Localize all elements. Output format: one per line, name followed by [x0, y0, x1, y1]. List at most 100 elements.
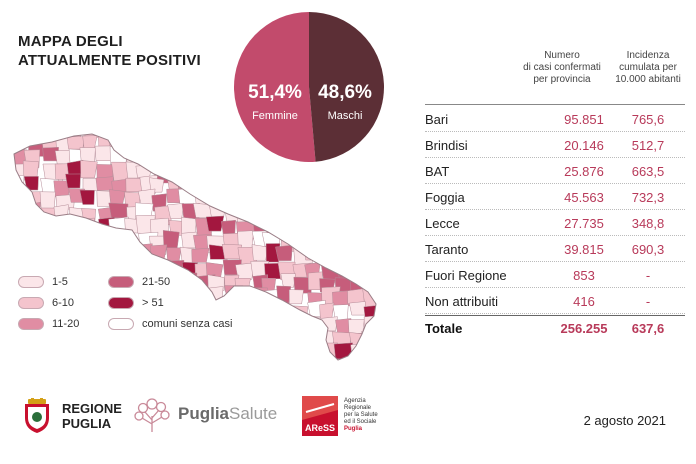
municipality-cell: [191, 134, 209, 150]
table-row: Brindisi 20.146 512,7: [425, 133, 685, 158]
province-name: Non attribuiti: [425, 293, 498, 309]
municipality-cell: [379, 293, 382, 308]
municipality-cell: [334, 179, 352, 194]
municipality-cell: [372, 342, 376, 359]
table-row: Lecce 27.735 348,8: [425, 211, 685, 236]
municipality-cell: [181, 146, 197, 166]
municipality-cell: [177, 359, 194, 360]
municipality-cell: [55, 244, 73, 260]
province-cases: 95.851: [564, 111, 604, 127]
tree-icon: [134, 398, 170, 432]
municipality-cell: [165, 166, 185, 180]
municipality-cell: [332, 187, 348, 203]
municipality-cell: [275, 244, 293, 261]
municipality-cell: [331, 217, 352, 235]
municipality-cell: [248, 208, 269, 225]
legend-swatch: [18, 318, 44, 330]
province-cases: 25.876: [564, 163, 604, 179]
municipality-cell: [51, 217, 73, 237]
municipality-cell: [28, 246, 46, 264]
municipality-cell: [292, 205, 310, 222]
legend-item-1-5: 1-5: [18, 276, 68, 288]
municipality-cell: [82, 249, 99, 268]
male-label: Maschi: [328, 110, 363, 122]
municipality-cell: [276, 317, 296, 334]
municipality-cell: [275, 304, 290, 318]
municipality-cell: [152, 139, 173, 153]
municipality-cell: [109, 247, 129, 262]
municipality-cell: [222, 361, 236, 365]
municipality-cell: [28, 232, 46, 250]
municipality-cell: [374, 193, 376, 209]
municipality-cell: [14, 175, 25, 193]
table-total-rule: [425, 315, 685, 316]
municipality-cell: [70, 247, 86, 263]
province-name: BAT: [425, 163, 450, 179]
province-cases: 853: [573, 267, 595, 283]
municipality-cell: [153, 355, 174, 360]
municipality-cell: [134, 134, 153, 149]
municipality-cell: [82, 259, 103, 276]
province-name: Taranto: [425, 241, 469, 257]
legend-label: comuni senza casi: [142, 318, 233, 330]
municipality-cell: [291, 192, 308, 212]
municipality-cell: [347, 259, 368, 278]
municipality-cell: [361, 215, 376, 236]
municipality-cell: [347, 202, 364, 221]
municipality-cell: [55, 232, 71, 251]
header-incidence-line: cumulata per: [619, 62, 677, 73]
total-label: Totale: [425, 320, 463, 336]
municipality-cell: [305, 134, 325, 137]
municipality-cell: [56, 359, 74, 360]
aress-line: per la Salute: [344, 412, 378, 418]
province-incidence: -: [645, 293, 651, 309]
municipality-cell: [95, 246, 114, 266]
municipality-cell: [350, 233, 368, 254]
municipality-cell: [149, 343, 169, 360]
municipality-cell: [205, 215, 225, 232]
municipality-cell: [262, 134, 280, 150]
header-cases-line: Numero: [544, 50, 580, 61]
municipality-cell: [65, 173, 81, 189]
legend-item-no-cases: comuni senza casi: [108, 318, 233, 330]
municipality-cell: [307, 164, 328, 178]
municipality-cell: [108, 202, 129, 219]
municipality-cell: [23, 176, 39, 191]
municipality-cell: [262, 342, 282, 360]
municipality-cell: [307, 220, 326, 240]
province-name: Brindisi: [425, 137, 468, 153]
province-incidence: 732,3: [631, 189, 665, 205]
municipality-cell: [289, 305, 309, 325]
municipality-cell: [334, 160, 354, 179]
municipality-cell: [379, 234, 382, 252]
municipality-cell: [40, 229, 57, 248]
municipality-cell: [321, 191, 340, 208]
municipality-cell: [348, 301, 366, 316]
municipality-cell: [25, 344, 46, 360]
municipality-cell: [290, 358, 309, 360]
municipality-cell: [304, 179, 319, 197]
municipality-cell: [192, 202, 214, 218]
municipality-cell: [194, 178, 212, 193]
report-date: 2 agosto 2021: [583, 413, 666, 428]
province-cases: 416: [573, 293, 595, 309]
municipality-cell: [280, 163, 296, 181]
province-incidence: 663,5: [631, 163, 665, 179]
municipality-cell: [14, 345, 29, 360]
municipality-cell: [235, 188, 252, 206]
province-incidence: 690,3: [631, 241, 665, 257]
municipality-cell: [14, 187, 26, 204]
municipality-cell: [191, 357, 210, 360]
province-cases: 45.563: [564, 189, 604, 205]
municipality-cell: [320, 134, 337, 136]
municipality-cell: [360, 134, 376, 136]
province-incidence: -: [645, 267, 651, 283]
municipality-cell: [110, 345, 131, 360]
municipality-cell: [306, 347, 326, 360]
municipality-cell: [38, 247, 57, 264]
municipality-cell: [360, 344, 376, 360]
table-total-row: Totale 256.255 637,6: [425, 316, 685, 340]
municipality-cell: [151, 150, 171, 169]
legend-item-6-10: 6-10: [18, 297, 74, 309]
pie-slice-female: [234, 12, 316, 162]
